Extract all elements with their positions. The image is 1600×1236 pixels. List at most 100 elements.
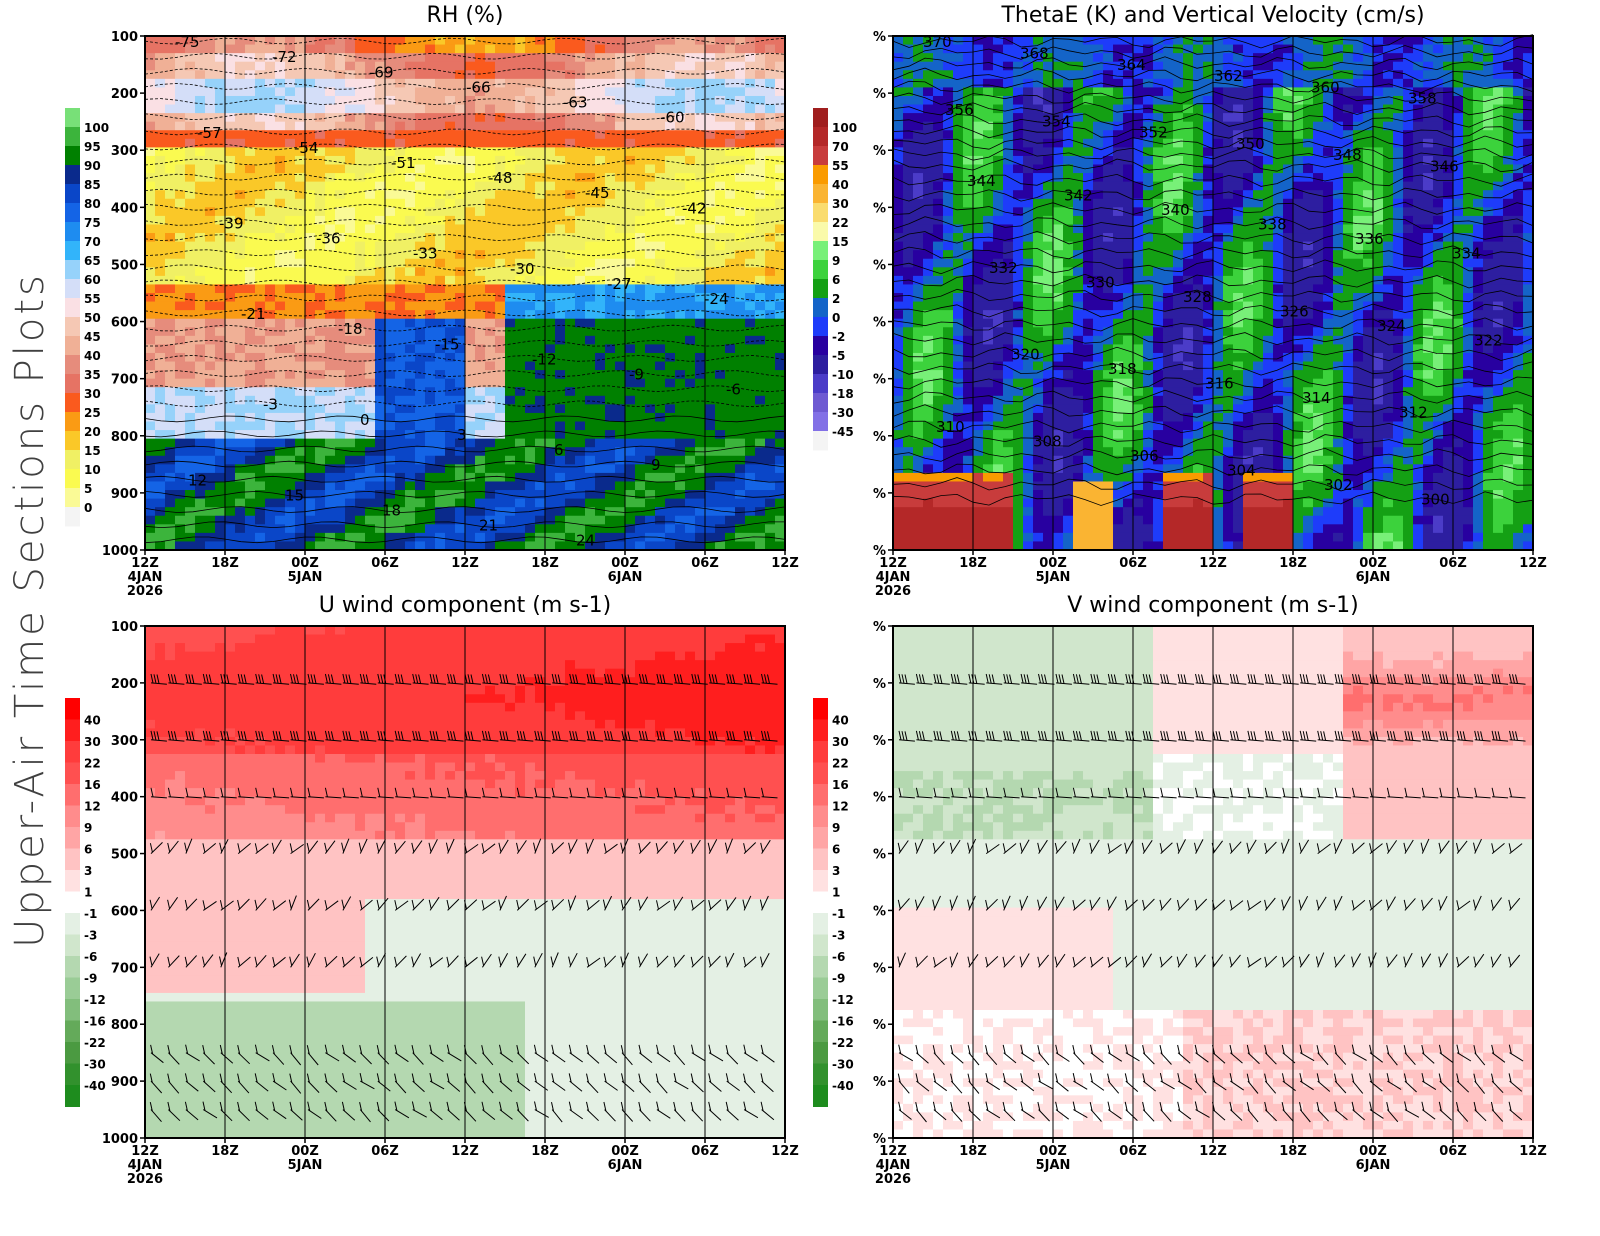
field-cell	[435, 464, 446, 474]
field-cell	[595, 53, 606, 63]
field-cell	[755, 541, 766, 551]
field-cell	[195, 370, 206, 380]
field-cell	[725, 395, 736, 405]
field-cell	[943, 224, 954, 234]
field-cell	[475, 173, 486, 183]
field-cell	[755, 275, 766, 286]
field-cell	[933, 387, 944, 397]
field-cell	[973, 293, 984, 303]
field-cell	[775, 387, 786, 397]
field-cell	[355, 293, 366, 303]
field-cell	[625, 138, 636, 148]
field-cell	[715, 207, 726, 217]
field-cell	[923, 498, 934, 508]
field-cell	[455, 36, 466, 46]
field-cell	[745, 233, 756, 243]
field-cell	[265, 78, 276, 88]
field-cell	[435, 44, 446, 54]
field-cell	[455, 327, 466, 337]
field-cell	[355, 344, 366, 354]
field-cell	[665, 284, 676, 294]
field-cell	[495, 104, 506, 114]
field-cell	[565, 53, 576, 63]
field-cell	[325, 387, 336, 397]
field-cell	[455, 481, 466, 491]
field-cell	[455, 310, 466, 320]
field-cell	[215, 70, 226, 80]
field-cell	[225, 412, 236, 423]
field-cell	[765, 36, 776, 46]
field-cell	[595, 61, 606, 71]
field-cell	[515, 138, 526, 148]
field-cell	[385, 412, 396, 423]
field-cell	[893, 95, 904, 106]
field-cell	[555, 472, 566, 483]
field-cell	[973, 44, 984, 54]
field-cell	[455, 87, 466, 97]
field-cell	[145, 472, 156, 483]
field-cell	[195, 352, 206, 363]
field-cell	[155, 258, 166, 268]
field-cell	[355, 181, 366, 191]
field-cell	[445, 275, 456, 286]
field-cell	[665, 104, 676, 114]
field-cell	[933, 370, 944, 380]
field-cell	[525, 198, 536, 208]
field-cell	[893, 267, 904, 277]
field-cell	[435, 284, 446, 294]
field-cell	[615, 404, 626, 414]
field-cell	[145, 233, 156, 243]
field-cell	[1023, 370, 1034, 380]
field-cell	[305, 198, 316, 208]
field-cell	[525, 78, 536, 88]
field-cell	[755, 352, 766, 363]
field-cell	[625, 498, 636, 508]
field-cell	[325, 352, 336, 363]
field-cell	[655, 121, 666, 131]
field-cell	[535, 250, 546, 260]
field-cell	[595, 293, 606, 303]
field-cell	[645, 455, 656, 465]
field-cell	[175, 310, 186, 320]
field-cell	[715, 61, 726, 71]
colorbar-label: 50	[84, 311, 101, 325]
field-cell	[725, 44, 736, 54]
field-cell	[625, 490, 636, 500]
field-cell	[375, 44, 386, 54]
colorbar-swatch	[65, 355, 80, 375]
field-cell	[525, 138, 536, 148]
field-cell	[305, 190, 316, 200]
field-cell	[175, 87, 186, 97]
field-cell	[145, 87, 156, 97]
field-cell	[695, 258, 706, 268]
field-cell	[923, 198, 934, 208]
field-cell	[265, 198, 276, 208]
field-cell	[1023, 293, 1034, 303]
field-cell	[913, 352, 924, 363]
field-cell	[943, 173, 954, 183]
field-cell	[615, 361, 626, 371]
field-cell	[585, 352, 596, 363]
field-cell	[545, 370, 556, 380]
field-cell	[525, 267, 536, 277]
field-cell	[983, 421, 994, 431]
field-cell	[455, 250, 466, 260]
field-cell	[325, 455, 336, 465]
field-cell	[655, 95, 666, 106]
field-cell	[675, 490, 686, 500]
field-cell	[695, 233, 706, 243]
field-cell	[1043, 250, 1054, 260]
field-cell	[735, 498, 746, 508]
field-cell	[695, 138, 706, 148]
field-cell	[165, 412, 176, 423]
field-cell	[525, 181, 536, 191]
field-cell	[445, 532, 456, 543]
field-cell	[155, 130, 166, 140]
field-cell	[1013, 335, 1024, 345]
field-cell	[893, 241, 904, 251]
field-cell	[595, 395, 606, 405]
field-cell	[705, 44, 716, 54]
field-cell	[685, 352, 696, 363]
field-cell	[345, 155, 356, 166]
field-cell	[983, 524, 994, 534]
